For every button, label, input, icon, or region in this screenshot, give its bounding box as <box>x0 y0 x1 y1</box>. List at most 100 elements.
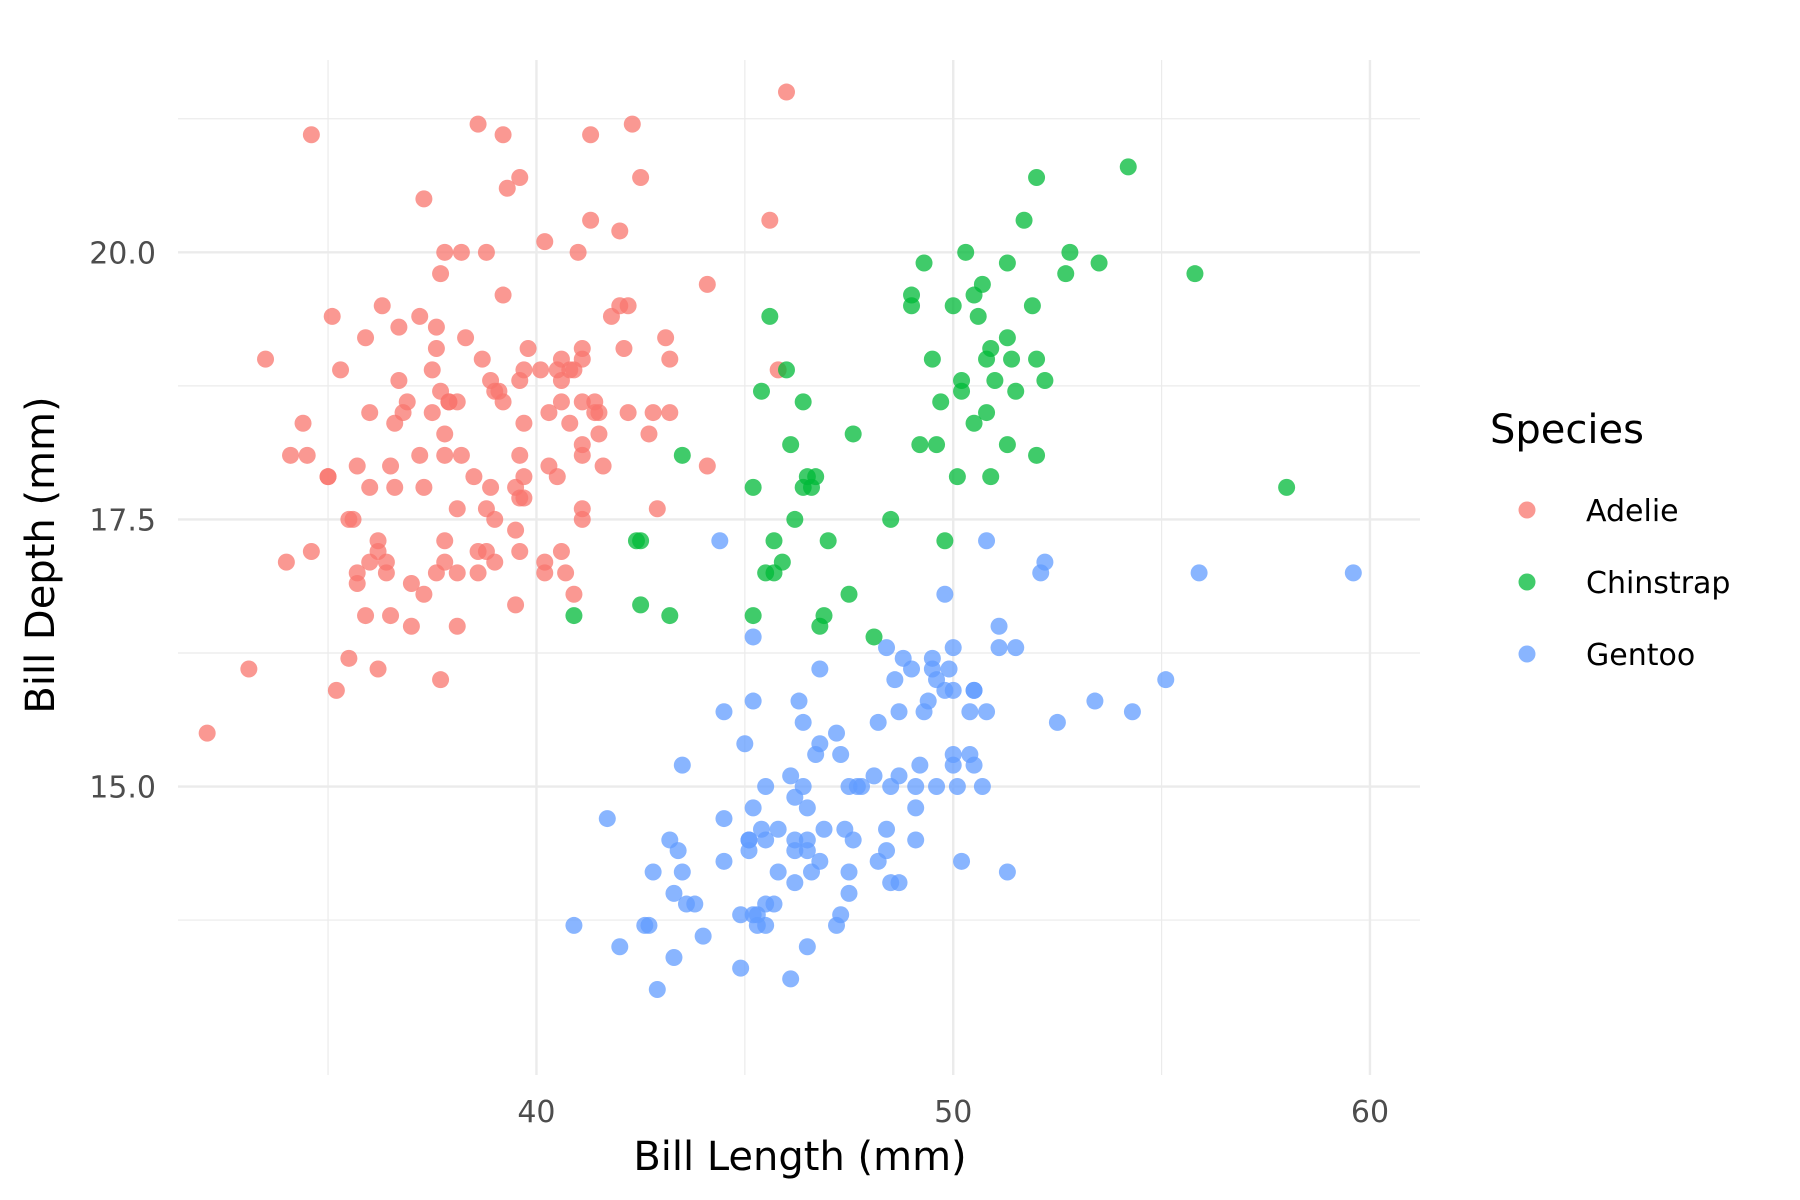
gentoo-point <box>565 916 583 934</box>
x-tick-label: 40 <box>517 1095 555 1130</box>
chinstrap-point <box>1015 211 1033 229</box>
adelie-point <box>494 393 512 411</box>
adelie-point <box>615 339 633 357</box>
chinstrap-point <box>978 350 996 368</box>
gentoo-point <box>973 778 991 796</box>
gentoo-point <box>757 778 775 796</box>
chinstrap-point <box>882 510 900 528</box>
gentoo-point <box>798 842 816 860</box>
gentoo-point <box>990 617 1008 635</box>
adelie-point <box>594 457 612 475</box>
gentoo-point <box>869 713 887 731</box>
legend-label-adelie: Adelie <box>1586 494 1679 529</box>
adelie-point <box>257 350 275 368</box>
x-tick-label: 50 <box>934 1095 972 1130</box>
chinstrap-point <box>844 425 862 443</box>
adelie-point <box>457 329 475 347</box>
adelie-point <box>402 617 420 635</box>
gentoo-point <box>1123 703 1141 721</box>
adelie-point <box>507 521 525 539</box>
gentoo-point <box>936 681 954 699</box>
adelie-point <box>473 350 491 368</box>
chinstrap-point <box>998 329 1016 347</box>
adelie-point <box>282 446 300 464</box>
adelie-point <box>536 553 554 571</box>
adelie-point <box>552 350 570 368</box>
adelie-point <box>411 307 429 325</box>
data-points <box>198 83 1362 999</box>
adelie-point <box>327 681 345 699</box>
gentoo-point <box>911 756 929 774</box>
adelie-point <box>469 564 487 582</box>
adelie-point <box>323 307 341 325</box>
gentoo-point <box>611 938 629 956</box>
gentoo-point <box>665 948 683 966</box>
adelie-point <box>548 468 566 486</box>
gentoo-point <box>694 927 712 945</box>
gentoo-point <box>815 820 833 838</box>
adelie-point <box>602 307 620 325</box>
adelie-point <box>361 404 379 422</box>
adelie-point <box>319 468 337 486</box>
adelie-point <box>436 446 454 464</box>
chinstrap-point <box>794 393 812 411</box>
adelie-point <box>511 542 529 560</box>
adelie-point <box>386 414 404 432</box>
adelie-point <box>298 446 316 464</box>
adelie-point <box>452 243 470 261</box>
chinstrap-point <box>978 404 996 422</box>
chinstrap-point <box>565 607 583 625</box>
adelie-point <box>432 671 450 689</box>
gentoo-point <box>1007 639 1025 657</box>
chinstrap-point <box>944 297 962 315</box>
gentoo-point <box>665 884 683 902</box>
gentoo-point <box>840 863 858 881</box>
adelie-point <box>361 553 379 571</box>
gentoo-point <box>782 767 800 785</box>
chinstrap-point <box>982 468 1000 486</box>
gentoo-point <box>744 799 762 817</box>
gentoo-point <box>828 916 846 934</box>
x-axis-title: Bill Length (mm) <box>633 1134 966 1180</box>
adelie-point <box>644 404 662 422</box>
chinstrap-point <box>807 468 825 486</box>
gentoo-point <box>811 852 829 870</box>
adelie-point <box>390 372 408 390</box>
gentoo-point <box>798 938 816 956</box>
chinstrap-point <box>765 532 783 550</box>
adelie-point <box>386 478 404 496</box>
gentoo-point <box>769 820 787 838</box>
gentoo-point <box>936 585 954 603</box>
adelie-point <box>536 233 554 251</box>
adelie-point <box>302 542 320 560</box>
chinstrap-point <box>819 532 837 550</box>
chinstrap-point <box>957 243 975 261</box>
gentoo-point <box>953 852 971 870</box>
gentoo-point <box>686 895 704 913</box>
chinstrap-point <box>915 254 933 272</box>
gentoo-point <box>928 778 946 796</box>
adelie-point <box>532 361 550 379</box>
adelie-point <box>657 329 675 347</box>
gentoo-point <box>828 724 846 742</box>
gentoo-point <box>961 703 979 721</box>
gentoo-point <box>732 906 750 924</box>
series-adelie <box>198 83 795 742</box>
adelie-point <box>619 297 637 315</box>
adelie-point <box>332 361 350 379</box>
gentoo-point <box>786 874 804 892</box>
gentoo-point <box>1344 564 1362 582</box>
gentoo-point <box>782 970 800 988</box>
gentoo-point <box>1036 553 1054 571</box>
gentoo-point <box>907 799 925 817</box>
adelie-point <box>590 404 608 422</box>
chinstrap-point <box>632 532 650 550</box>
gentoo-point <box>923 660 941 678</box>
adelie-point <box>411 446 429 464</box>
gentoo-point <box>1048 713 1066 731</box>
adelie-point <box>515 361 533 379</box>
gentoo-point <box>794 778 812 796</box>
adelie-point <box>448 500 466 518</box>
adelie-point <box>357 607 375 625</box>
gentoo-point <box>840 778 858 796</box>
